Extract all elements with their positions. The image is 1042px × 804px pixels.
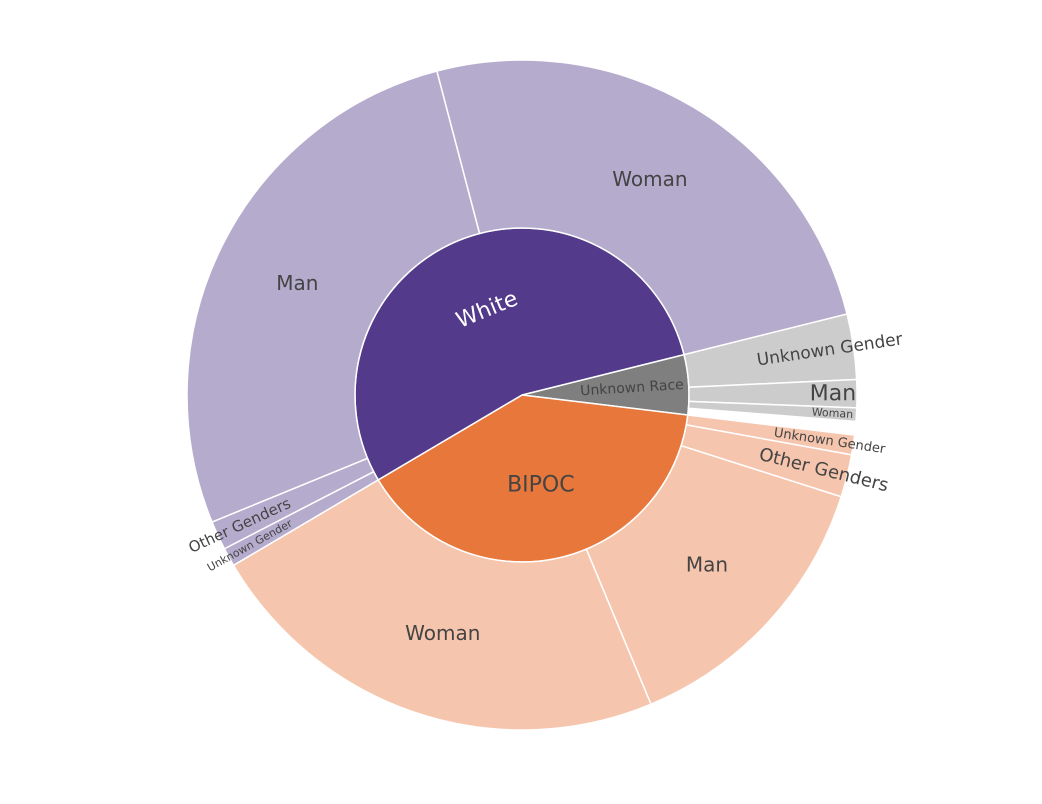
outer-segment-bipoc-woman[interactable] <box>232 478 652 731</box>
outer-label-bipoc-woman: Woman <box>405 621 480 645</box>
outer-ring <box>186 59 858 731</box>
outer-segment-unknown-race-woman[interactable] <box>687 400 858 423</box>
outer-label-white-woman: Woman <box>612 167 687 191</box>
inner-label-bipoc: BIPOC <box>507 472 575 497</box>
inner-ring <box>354 227 690 563</box>
outer-label-unknown-race-man: Man <box>810 381 857 406</box>
outer-segment-bipoc-man[interactable] <box>585 444 843 706</box>
outer-label-white-man: Man <box>276 271 318 295</box>
outer-segment-white-man[interactable] <box>186 70 481 523</box>
inner-label-unknown-race: Unknown Race <box>580 377 685 399</box>
outer-label-bipoc-man: Man <box>686 553 728 577</box>
outer-label-unknown-race-woman: Woman <box>811 406 853 421</box>
outer-segment-white-woman[interactable] <box>435 59 848 356</box>
